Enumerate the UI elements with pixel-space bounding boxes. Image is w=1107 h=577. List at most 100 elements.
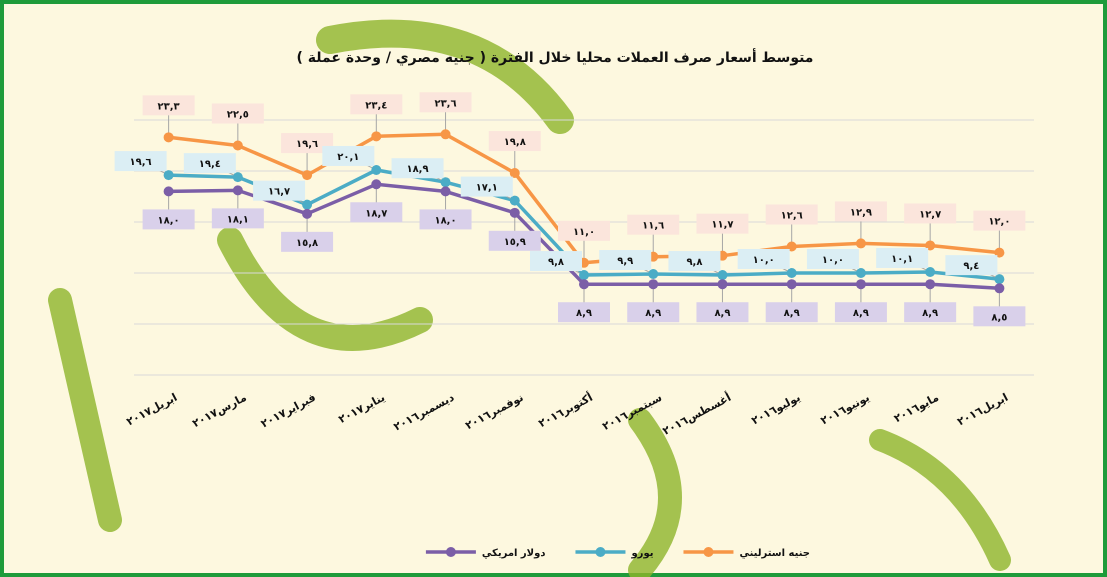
data-label: ١٩,٤	[199, 159, 221, 170]
marker	[579, 270, 589, 281]
data-label: ٨,٩	[714, 308, 730, 319]
label-box	[530, 251, 582, 272]
legend-label: جنيه استرليني	[739, 548, 810, 559]
data-label: ٨,٩	[853, 308, 869, 319]
data-label: ٨,٩	[922, 308, 938, 319]
legend-marker	[703, 547, 714, 557]
label-box	[627, 214, 680, 235]
marker	[994, 274, 1005, 285]
marker	[163, 186, 174, 197]
marker	[648, 269, 659, 280]
label-box	[696, 302, 749, 323]
legend-item: يورو	[575, 547, 654, 559]
label-box	[253, 180, 306, 201]
data-label: ١٩,٦	[296, 139, 318, 150]
data-label: ٨,٩	[576, 308, 592, 319]
data-label: ٢٣,٦	[434, 98, 456, 109]
data-label: ١٥,٨	[296, 238, 318, 249]
label-box	[806, 249, 859, 269]
data-label: ٨,٥	[991, 312, 1007, 323]
chart-title: متوسط أسعار صرف العملات محليا خلال الفتر…	[297, 48, 814, 67]
label-box	[904, 203, 957, 224]
label-box	[419, 209, 472, 230]
label-box	[737, 249, 790, 269]
label-box	[696, 213, 749, 234]
data-label: ١٠,٠	[753, 255, 775, 266]
legend-item: دولار امريكي	[425, 547, 546, 559]
label-box	[350, 94, 403, 115]
legend-item: جنيه استرليني	[683, 547, 810, 559]
marker	[302, 208, 313, 219]
data-label: ٨,٩	[645, 308, 661, 319]
label-box	[765, 204, 818, 225]
marker	[232, 185, 243, 196]
marker	[994, 283, 1005, 294]
marker	[302, 170, 313, 181]
legend-label: دولار امريكي	[482, 548, 546, 559]
marker	[232, 172, 243, 183]
label-box	[668, 251, 721, 272]
marker	[786, 279, 797, 290]
marker	[371, 164, 382, 175]
legend-marker	[595, 547, 606, 557]
marker	[855, 279, 866, 290]
data-label: ٩,٤	[963, 261, 979, 272]
marker	[717, 270, 728, 281]
data-label: ٩,٨	[548, 257, 564, 268]
marker	[786, 241, 797, 252]
data-label: ٢٠,١	[337, 152, 359, 163]
data-label: ١١,٦	[642, 221, 664, 232]
marker	[371, 131, 382, 142]
marker	[163, 132, 174, 143]
marker	[648, 279, 659, 290]
data-label: ١٢,٦	[781, 210, 803, 221]
marker	[925, 266, 936, 277]
legend-marker	[445, 547, 456, 557]
label-box	[211, 103, 264, 124]
label-box	[114, 151, 167, 172]
label-box	[322, 145, 375, 166]
marker	[509, 168, 520, 179]
label-box	[183, 153, 236, 174]
data-label: ١٦,٧	[268, 187, 290, 198]
data-label: ١٨,٩	[406, 164, 428, 175]
legend-label: يورو	[630, 548, 653, 559]
data-label: ١٠,٠	[822, 255, 844, 266]
label-box	[460, 176, 513, 197]
watermark	[48, 19, 1011, 577]
data-label: ٩,٩	[617, 256, 633, 267]
marker	[371, 179, 382, 190]
data-label: ١٥,٩	[504, 237, 526, 248]
data-label: ٨,٩	[784, 308, 800, 319]
label-box	[488, 230, 541, 251]
label-box	[973, 306, 1026, 327]
label-box	[904, 302, 957, 323]
label-box	[350, 202, 403, 223]
marker	[440, 186, 451, 197]
label-box	[876, 247, 929, 268]
marker	[994, 247, 1005, 258]
marker	[925, 279, 936, 290]
label-box	[834, 201, 887, 222]
marker	[925, 240, 936, 251]
data-label: ١٨,١	[227, 214, 249, 225]
data-label: ١٨,٠	[434, 215, 456, 226]
marker	[509, 207, 520, 218]
label-box	[945, 255, 998, 276]
marker	[717, 279, 728, 290]
marker	[440, 177, 451, 188]
marker	[302, 199, 313, 210]
data-label: ١١,٧	[711, 220, 733, 231]
data-label: ٢٢,٥	[227, 110, 249, 121]
data-label: ١٢,٩	[850, 207, 872, 218]
data-label: ١٠,١	[891, 254, 913, 265]
marker	[855, 268, 866, 278]
label-box	[834, 302, 887, 323]
label-box	[419, 92, 472, 113]
label-box	[142, 209, 195, 230]
label-box	[211, 208, 264, 229]
label-box	[281, 231, 334, 252]
label-box	[558, 302, 610, 323]
label-box	[281, 133, 334, 154]
